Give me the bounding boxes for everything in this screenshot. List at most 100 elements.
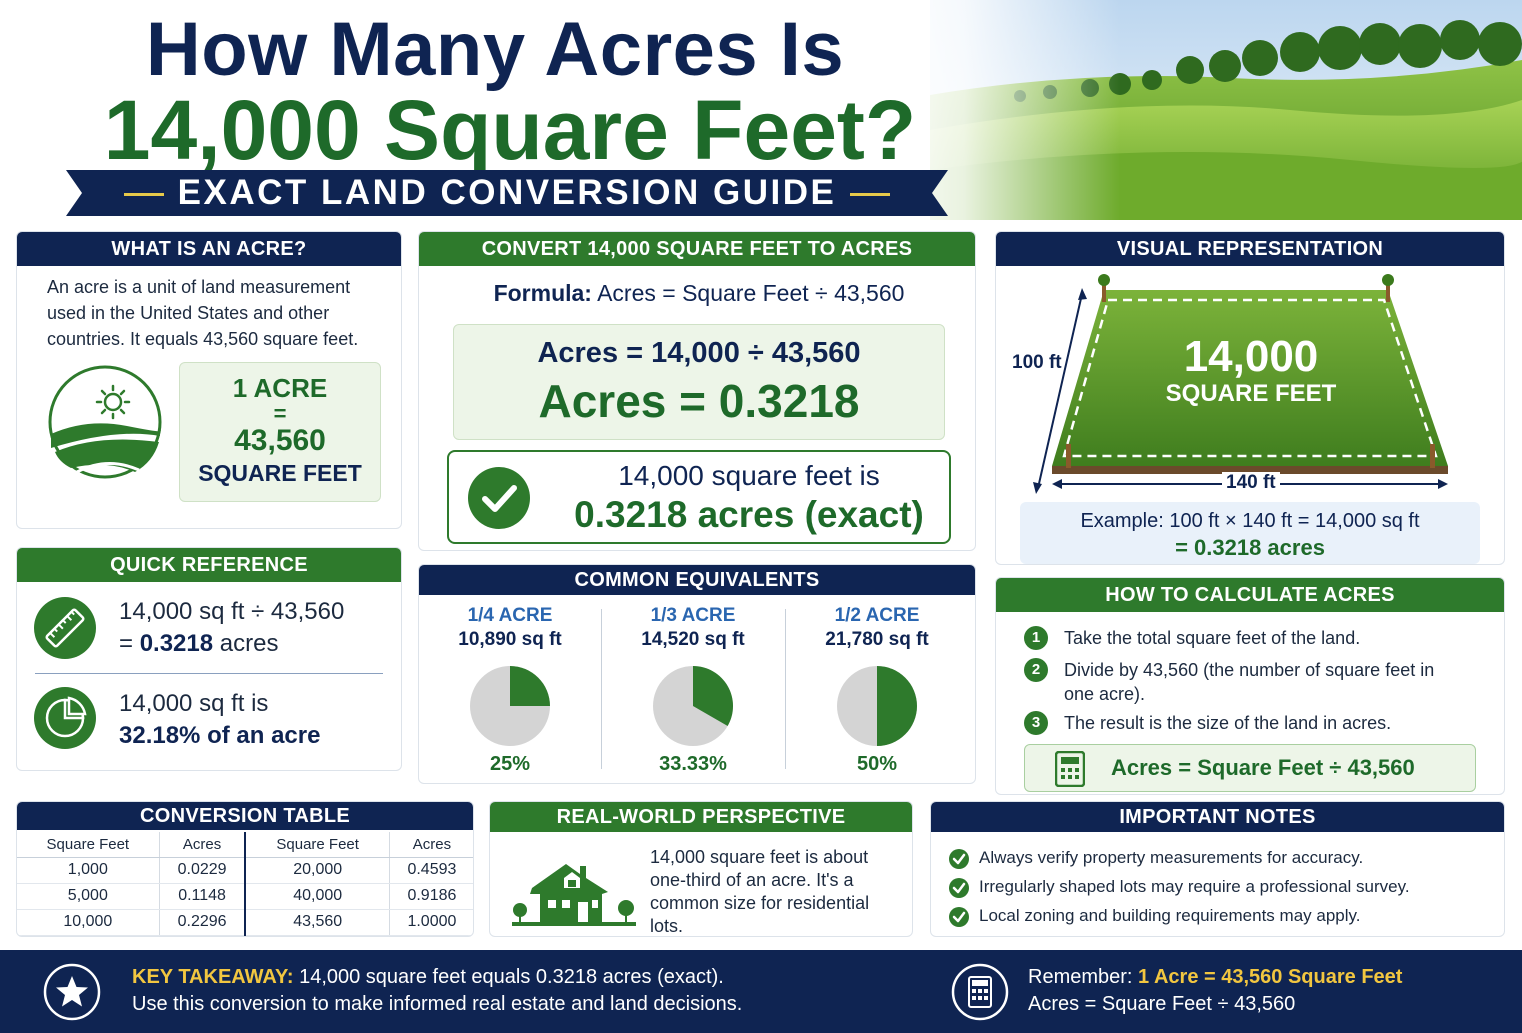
real-world-heading: REAL-WORLD PERSPECTIVE — [490, 802, 912, 832]
table-row: 5,000 0.1148 40,000 0.9186 — [17, 883, 473, 910]
calculation-formula-box: Acres = Square Feet ÷ 43,560 — [1024, 744, 1476, 792]
step-3: 3 The result is the size of the land in … — [1024, 711, 1474, 735]
step-number: 3 — [1024, 711, 1048, 735]
remember-label: Remember: — [1028, 966, 1139, 988]
common-equivalents-card: COMMON EQUIVALENTS 1/4 ACRE 10,890 sq ft… — [418, 564, 976, 784]
answer-line2: 0.3218 acres (exact) — [574, 494, 924, 535]
step-number: 2 — [1024, 658, 1048, 682]
acre-box-value: 43,560 — [234, 424, 326, 457]
formula-label: Formula: — [493, 280, 592, 306]
step-2: 2 Divide by 43,560 (the number of square… — [1024, 658, 1444, 706]
step-text: Divide by 43,560 (the number of square f… — [1064, 660, 1435, 704]
ruler-icon — [33, 596, 97, 660]
step-text: The result is the size of the land in ac… — [1064, 713, 1392, 733]
equivalent-sqft: 10,890 sq ft — [458, 629, 562, 650]
table-cell: 0.2296 — [159, 909, 247, 936]
formula-text: Acres = Square Feet ÷ 43,560 — [597, 280, 905, 306]
page-title-line2: 14,000 Square Feet? — [103, 83, 917, 177]
table-cell: 43,560 — [245, 909, 390, 936]
pie-slice — [693, 666, 734, 726]
real-world-text: 14,000 square feet is about one-third of… — [650, 847, 870, 936]
qr-item2-line1: 14,000 sq ft is — [119, 690, 269, 717]
check-circle-icon — [467, 466, 531, 530]
house-icon — [512, 858, 636, 928]
example-line1: Example: 100 ft × 140 ft = 14,000 sq ft — [1080, 510, 1420, 532]
what-is-acre-heading: WHAT IS AN ACRE? — [17, 232, 401, 266]
table-cell: 5,000 — [17, 883, 160, 910]
table-cell: 0.9186 — [389, 883, 473, 910]
table-row: 10,000 0.2296 43,560 1.0000 — [17, 909, 473, 936]
note-item: Always verify property measurements for … — [949, 848, 1363, 869]
pie-slice — [877, 666, 917, 746]
answer-line1: 14,000 square feet is — [618, 460, 880, 491]
banner-right-dash — [850, 193, 891, 197]
quick-reference-card: QUICK REFERENCE 14,000 sq ft ÷ 43,560 = … — [16, 547, 402, 771]
equivalent-percent: 33.33% — [659, 753, 727, 775]
acre-box-unit: SQUARE FEET — [198, 460, 362, 486]
note-item: Local zoning and building requirements m… — [949, 906, 1360, 927]
banner-text: EXACT LAND CONVERSION GUIDE — [177, 173, 837, 212]
note-item: Irregularly shaped lots may require a pr… — [949, 877, 1410, 898]
visual-heading: VISUAL REPRESENTATION — [996, 232, 1504, 266]
plot-area-unit: SQUARE FEET — [1165, 380, 1337, 407]
remember-line1: Remember: 1 Acre = 43,560 Square Feet — [1028, 966, 1402, 989]
equivalent-pie-chart — [652, 665, 734, 747]
conversion-table-card: CONVERSION TABLE Square Feet Acres Squar… — [16, 801, 474, 937]
equivalent-sqft: 14,520 sq ft — [641, 629, 745, 650]
equivalent-divider — [785, 609, 786, 769]
table-header-row: Square Feet Acres Square Feet Acres — [17, 832, 473, 858]
convert-heading: CONVERT 14,000 SQUARE FEET TO ACRES — [419, 232, 975, 266]
table-cell: 20,000 — [245, 857, 390, 884]
calculation-formula-text: Acres = Square Feet ÷ 43,560 — [1111, 755, 1415, 780]
example-line2: = 0.3218 acres — [1175, 535, 1325, 560]
formula-line: Formula: Acres = Square Feet ÷ 43,560 — [419, 280, 975, 307]
step-text: Take the total square feet of the land. — [1064, 628, 1361, 648]
qr-divider — [35, 673, 383, 674]
table-header: Square Feet — [245, 832, 390, 858]
banner-left-dash — [123, 193, 164, 197]
check-icon — [949, 848, 969, 869]
acre-box-line1: 1 ACRE — [232, 373, 328, 403]
takeaway-line1: KEY TAKEAWAY: 14,000 square feet equals … — [132, 966, 724, 989]
equivalent-percent: 25% — [489, 753, 531, 775]
calculator-icon — [1054, 750, 1086, 788]
table-cell: 1.0000 — [389, 909, 473, 936]
real-world-card: REAL-WORLD PERSPECTIVE 14,000 square fee… — [489, 801, 913, 937]
table-cell: 0.1148 — [159, 883, 247, 910]
how-to-heading: HOW TO CALCULATE ACRES — [996, 578, 1504, 612]
equivalent-fraction: 1/3 ACRE — [650, 605, 736, 626]
equivalent-half: 1/2 ACRE 21,780 sq ft 50% — [786, 605, 968, 776]
convert-card: CONVERT 14,000 SQUARE FEET TO ACRES Form… — [418, 231, 976, 551]
qr-item1-line2: = 0.3218 acres — [119, 628, 389, 660]
step-number: 1 — [1024, 626, 1048, 650]
note-text: Local zoning and building requirements m… — [979, 906, 1361, 925]
conversion-table-heading: CONVERSION TABLE — [17, 802, 473, 830]
step-1: 1 Take the total square feet of the land… — [1024, 626, 1474, 650]
remember-line2: Acres = Square Feet ÷ 43,560 — [1028, 993, 1296, 1015]
common-equivalents-heading: COMMON EQUIVALENTS — [419, 565, 975, 595]
calculator-icon — [950, 962, 1010, 1022]
example-box: Example: 100 ft × 140 ft = 14,000 sq ft … — [1020, 502, 1480, 564]
answer-box: 14,000 square feet is 0.3218 acres (exac… — [447, 450, 951, 544]
star-icon — [42, 962, 102, 1022]
table-cell: 1,000 — [17, 857, 160, 884]
calculation-box: Acres = 14,000 ÷ 43,560 Acres = 0.3218 — [453, 324, 945, 440]
what-is-acre-card: WHAT IS AN ACRE? An acre is a unit of la… — [16, 231, 402, 529]
table-header: Acres — [159, 832, 247, 858]
visual-representation-card: VISUAL REPRESENTATION — [995, 231, 1505, 565]
notes-heading: IMPORTANT NOTES — [931, 802, 1504, 832]
subtitle-banner: EXACT LAND CONVERSION GUIDE — [66, 170, 948, 216]
remember-value: 1 Acre = 43,560 Square Feet — [1138, 966, 1403, 988]
table-cell: 10,000 — [17, 909, 160, 936]
result-value: 0.3218 — [718, 375, 860, 427]
table-cell: 40,000 — [245, 883, 390, 910]
table-row: 1,000 0.0229 20,000 0.4593 — [17, 857, 473, 884]
qr-item1-suffix: acres — [213, 630, 279, 657]
equivalent-third: 1/3 ACRE 14,520 sq ft 33.33% — [602, 605, 784, 776]
equivalent-fraction: 1/2 ACRE — [834, 605, 920, 626]
check-icon — [949, 906, 969, 927]
takeaway-text: 14,000 square feet equals 0.3218 acres (… — [293, 966, 724, 988]
bottom-dimension-label: 140 ft — [1222, 472, 1280, 494]
takeaway-label: KEY TAKEAWAY: — [132, 966, 294, 988]
calculation-line: Acres = 14,000 ÷ 43,560 — [537, 337, 861, 369]
